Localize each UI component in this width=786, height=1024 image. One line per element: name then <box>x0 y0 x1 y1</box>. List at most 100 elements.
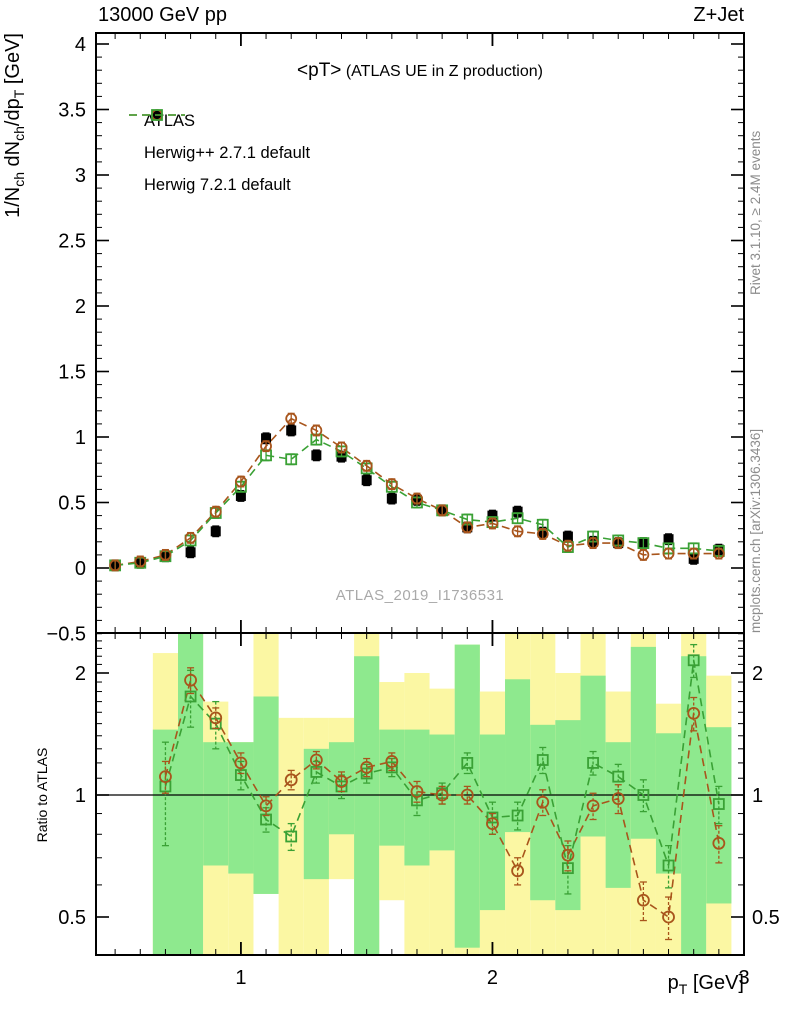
data-point <box>486 817 499 831</box>
data-point <box>259 799 273 813</box>
ratio-tick-label-right: 1 <box>752 785 763 807</box>
green-band <box>505 679 531 833</box>
data-point <box>486 811 499 824</box>
data-point <box>562 539 574 552</box>
ratio-tick-label-left: 2 <box>75 663 86 685</box>
green-band <box>203 742 229 866</box>
y-axis-label-ratio: Ratio to ATLAS <box>34 747 50 843</box>
data-point <box>536 528 549 540</box>
data-point <box>637 537 650 550</box>
data-point <box>335 441 348 454</box>
green-band <box>303 748 329 880</box>
legend-label: Herwig++ 2.7.1 default <box>144 143 311 162</box>
tick-labels: −0.5 0 0.5 1 1.5 2 2.5 3 3.5 4 0.5 0.5 1 1 2 2 1 2 3 <box>47 34 780 989</box>
data-point <box>134 555 147 568</box>
data-point <box>611 792 625 805</box>
data-point <box>612 770 625 783</box>
open-square-icon <box>129 109 185 121</box>
data-point <box>511 864 525 878</box>
data-point <box>562 531 573 542</box>
data-point <box>511 525 524 538</box>
data-point <box>712 798 725 810</box>
ratio-tick-label-left: 1 <box>75 785 86 807</box>
data-point <box>360 767 373 780</box>
data-point <box>712 547 725 560</box>
data-point <box>435 788 449 802</box>
data-point <box>511 809 524 822</box>
y-tick-label: 0 <box>75 558 86 580</box>
y-tick-label: 1 <box>75 427 86 449</box>
model-curve <box>114 417 719 567</box>
data-point <box>663 534 674 545</box>
data-point <box>687 547 700 560</box>
mcplots-reference-note: mcplots.cern.ch [arXiv:1306.3436] <box>748 428 763 633</box>
ratio-curve <box>164 660 720 869</box>
green-band <box>454 644 480 948</box>
data-point <box>184 690 197 703</box>
data-point <box>310 424 323 437</box>
data-point <box>586 799 600 813</box>
data-point <box>612 537 625 550</box>
y-axis-label-top: 1/Nch dNch/dpT [GeV] <box>2 33 27 218</box>
main-panel-series <box>109 412 725 572</box>
plot-title: <pT> (ATLAS UE in Z production) <box>96 60 744 82</box>
data-point <box>712 836 726 850</box>
data-point <box>385 755 399 768</box>
data-point <box>159 770 172 784</box>
data-point <box>184 673 197 687</box>
ratio-tick-label-right: 2 <box>752 663 763 685</box>
x-tick-label: 2 <box>487 967 498 989</box>
data-point <box>460 788 474 802</box>
data-point <box>234 756 248 770</box>
beam-energy-label: 13000 GeV pp <box>98 4 227 26</box>
data-point <box>587 537 599 550</box>
ratio-panel-frame <box>95 632 745 956</box>
data-point <box>536 754 549 766</box>
data-point <box>587 757 599 769</box>
data-point <box>636 893 650 907</box>
data-point <box>335 775 348 788</box>
data-point <box>360 459 373 472</box>
data-point <box>386 493 397 504</box>
data-point <box>411 492 423 505</box>
data-point <box>285 453 298 466</box>
data-point <box>536 795 550 809</box>
data-point <box>385 478 398 491</box>
data-point <box>637 549 650 561</box>
data-point <box>461 521 474 534</box>
data-point <box>210 526 221 537</box>
ratio-tick-label-left: 0.5 <box>58 907 86 929</box>
data-point <box>360 760 374 774</box>
y-tick-label: 0.5 <box>58 493 86 515</box>
data-point <box>311 450 322 461</box>
data-point <box>662 910 675 924</box>
data-point <box>662 859 675 872</box>
data-point <box>284 773 298 787</box>
data-point <box>286 425 297 436</box>
axis-ticks <box>96 33 745 955</box>
data-point <box>209 711 223 725</box>
x-tick-label: 1 <box>235 967 246 989</box>
data-point <box>637 789 650 801</box>
data-point <box>260 440 272 453</box>
data-point <box>511 512 524 525</box>
data-point <box>209 505 222 518</box>
ratio-tick-label-right: 0.5 <box>752 907 780 929</box>
data-point <box>461 757 474 769</box>
observable-name: <pT> <box>297 60 342 81</box>
data-point <box>512 506 523 517</box>
yellow-band <box>278 717 304 955</box>
data-point <box>687 654 700 667</box>
data-point <box>487 510 498 521</box>
data-point <box>235 490 246 501</box>
data-point <box>361 475 372 486</box>
legend-item-herwig7: Herwig 7.2.1 default <box>128 109 310 201</box>
x-axis-label: pT [GeV] <box>667 972 744 997</box>
analysis-id-watermark: ATLAS_2019_I1736531 <box>335 587 505 604</box>
data-point <box>285 830 298 843</box>
ratio-panel-series <box>159 643 726 941</box>
data-point <box>285 412 298 425</box>
data-point <box>385 761 398 774</box>
